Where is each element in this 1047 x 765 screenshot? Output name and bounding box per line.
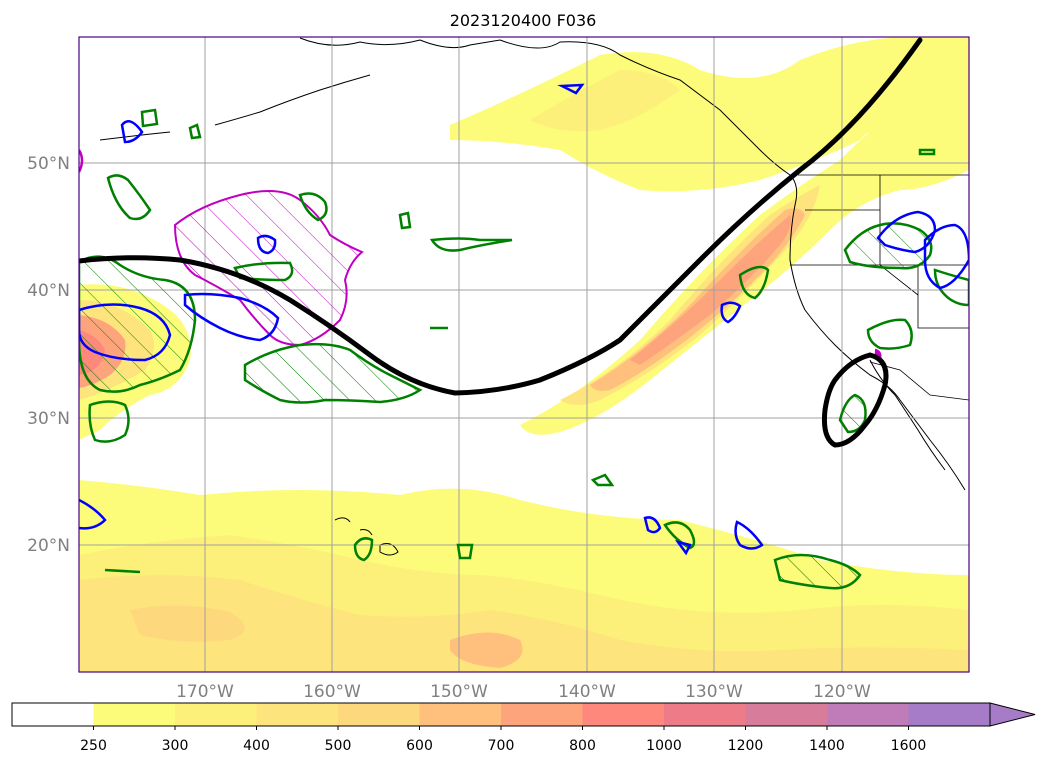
- green-blob-15: [104, 568, 141, 574]
- green-central-region: [243, 342, 423, 404]
- colorbar-segment: [256, 703, 339, 726]
- blue-south-4: [734, 520, 764, 550]
- lat-label-50: 50°N: [27, 154, 70, 174]
- lon-label-140w: 140°W: [558, 682, 616, 702]
- colorbar-tick-label: 300: [162, 738, 189, 754]
- lon-label-150w: 150°W: [430, 682, 488, 702]
- green-blob-3: [188, 123, 202, 140]
- green-blob-14: [663, 521, 696, 550]
- green-blob-10: [88, 400, 130, 443]
- green-baja-region: [838, 393, 867, 434]
- colorbar-segment: [175, 703, 257, 726]
- green-blob-12: [456, 543, 474, 560]
- fill-south-band-4: [130, 605, 245, 642]
- blue-west-coast: [876, 210, 937, 254]
- colorbar: 250 300 400 500 600 700 800 1000 1200 1400 1600: [11, 702, 1036, 754]
- border-states-3: [879, 264, 969, 329]
- green-blob-16: [918, 148, 936, 156]
- blue-south-3: [674, 539, 692, 556]
- green-blob-2: [140, 108, 159, 128]
- map-title: 2023120400 F036: [450, 11, 597, 30]
- colorbar-tick-label: 1200: [728, 738, 764, 754]
- blue-central: [183, 292, 280, 342]
- longitude-labels: 170°W 160°W 150°W 140°W 130°W 120°W: [176, 682, 871, 702]
- colorbar-tick-label: 1000: [646, 738, 682, 754]
- lon-label-130w: 130°W: [685, 682, 743, 702]
- blue-small-4: [720, 301, 742, 324]
- coastline-hawaii: [334, 517, 399, 556]
- green-blob-4: [298, 192, 328, 222]
- latitude-labels: 50°N 40°N 30°N 20°N: [27, 154, 70, 556]
- colorbar-segment: [827, 703, 909, 726]
- green-blob-9: [866, 318, 913, 350]
- blue-south-1: [79, 498, 107, 530]
- colorbar-tick-label: 800: [569, 738, 596, 754]
- colorbar-tick-label: 400: [243, 738, 270, 754]
- lon-label-170w: 170°W: [176, 682, 234, 702]
- colorbar-tick-label: 700: [488, 738, 515, 754]
- green-blob-5: [398, 211, 412, 230]
- colorbar-extend-arrow: [989, 702, 1036, 727]
- lat-label-30: 30°N: [27, 409, 70, 429]
- colorbar-tick-label: 1400: [809, 738, 845, 754]
- jet-axis-closed-low: [822, 352, 889, 448]
- fill-south-band-3: [79, 575, 969, 672]
- blue-small-2: [256, 234, 277, 255]
- green-blob-6: [429, 237, 513, 252]
- jet-axis-main: [79, 37, 923, 396]
- magenta-small-1: [79, 149, 84, 173]
- colorbar-segment: [338, 703, 420, 726]
- colorbar-tick-label: 600: [406, 738, 433, 754]
- blue-south-2: [643, 516, 662, 534]
- colorbar-segment: [12, 703, 94, 726]
- map-content: [79, 37, 969, 672]
- green-blob-13: [590, 473, 615, 487]
- colorbar-tick-label: 1600: [891, 738, 927, 754]
- coastline-alaska: [299, 37, 966, 491]
- colorbar-segment: [908, 703, 991, 726]
- fill-north-plume-inner: [530, 70, 680, 132]
- lon-label-160w: 160°W: [303, 682, 361, 702]
- green-south-region: [773, 553, 862, 590]
- colorbar-segment: [745, 703, 828, 726]
- blue-west: [79, 303, 172, 362]
- green-blob-11: [353, 537, 374, 562]
- blue-small-3: [557, 83, 585, 95]
- colorbar-tick-label: 500: [325, 738, 352, 754]
- lat-label-40: 40°N: [27, 281, 70, 301]
- fill-north-plume: [450, 37, 969, 192]
- jet-axis-lines: [79, 37, 923, 448]
- green-blob-18: [933, 268, 969, 307]
- lon-label-120w: 120°W: [813, 682, 871, 702]
- colorbar-tick-label: 250: [80, 738, 107, 754]
- green-blob-1: [106, 174, 152, 221]
- green-blob-8: [738, 265, 770, 300]
- green-blob-7: [233, 261, 294, 282]
- green-contours: [79, 108, 969, 590]
- blue-small-1: [120, 120, 144, 144]
- colorbar-segment: [93, 703, 176, 726]
- map-frame: [78, 36, 970, 673]
- colorbar-segment: [501, 703, 583, 726]
- colorbar-segment: [419, 703, 502, 726]
- green-west-region: [79, 255, 197, 393]
- lat-label-20: 20°N: [27, 536, 70, 556]
- colorbar-segment: [582, 703, 665, 726]
- fill-south-band-5: [450, 632, 523, 668]
- coastline-baja: [869, 359, 946, 471]
- colorbar-segment: [664, 703, 746, 726]
